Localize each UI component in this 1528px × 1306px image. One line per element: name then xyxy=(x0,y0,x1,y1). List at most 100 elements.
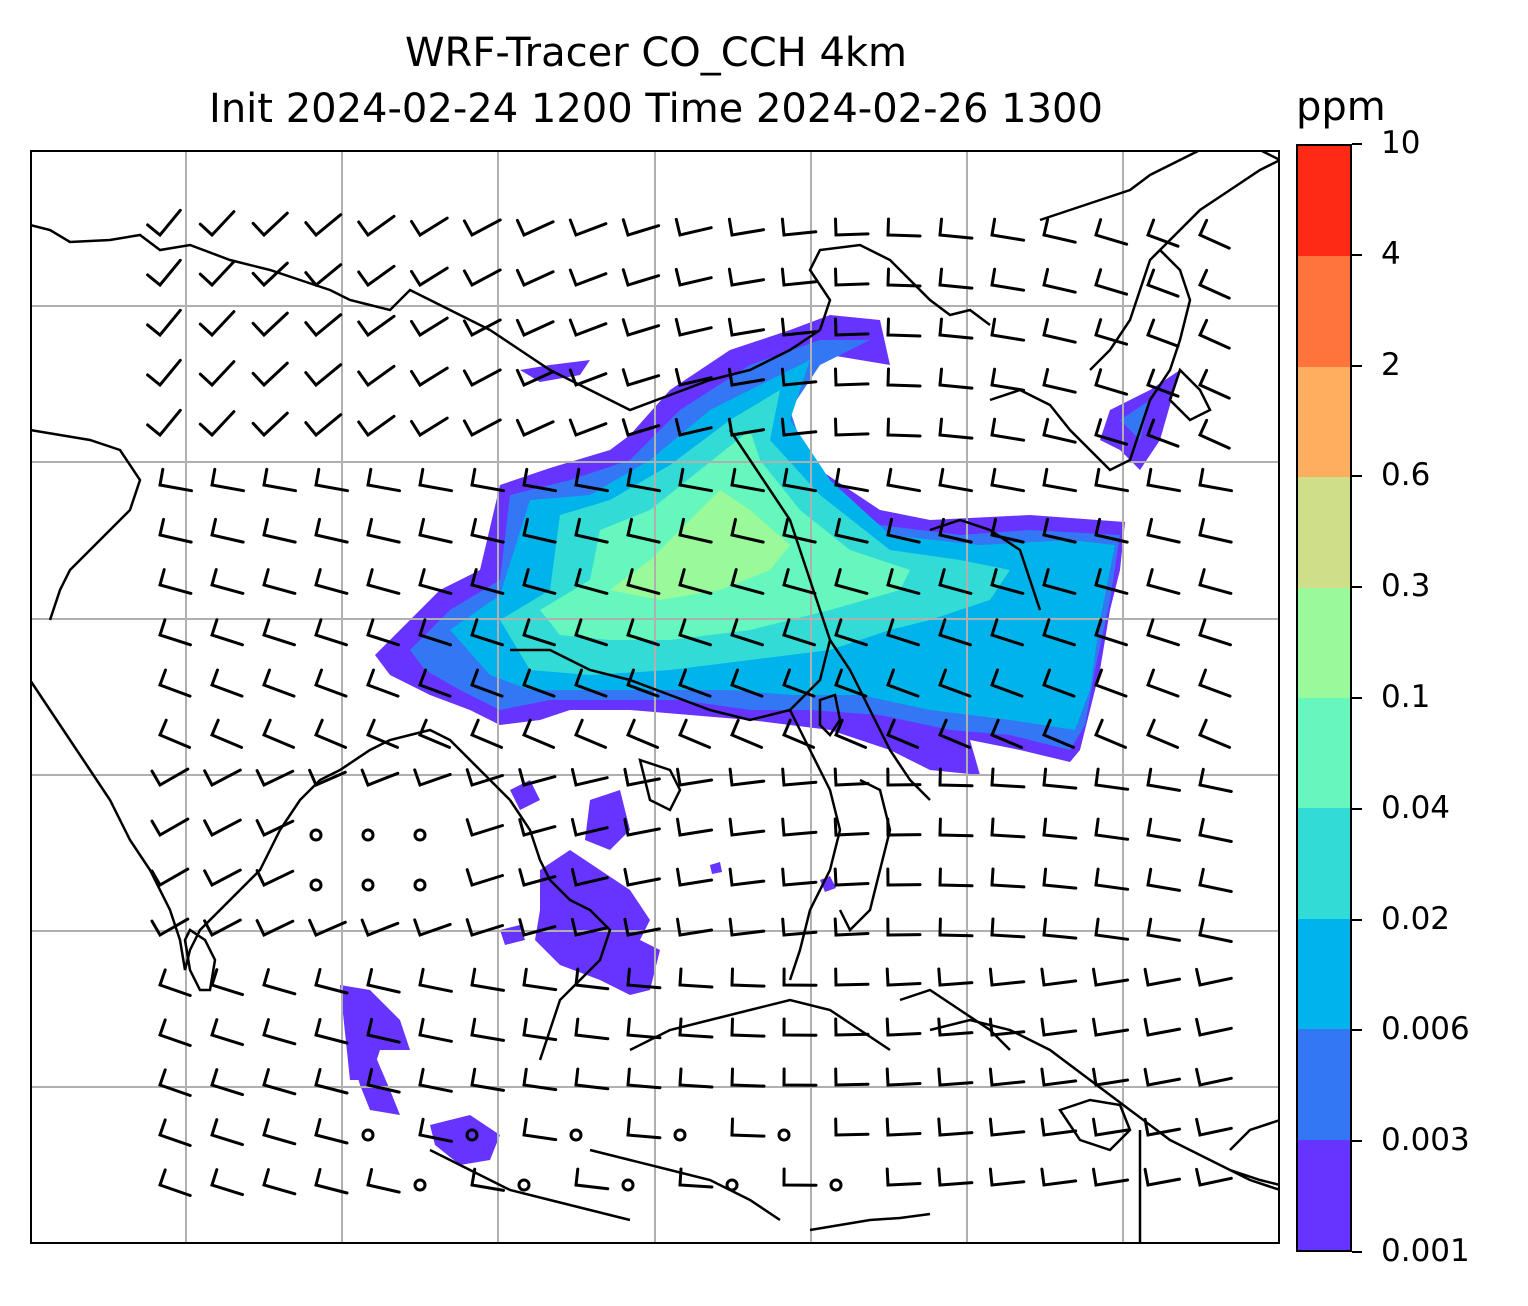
wind-barb xyxy=(990,867,1026,889)
wind-barb xyxy=(146,208,182,238)
wind-barb xyxy=(574,718,607,749)
colorbar-tick-mark xyxy=(1352,253,1362,256)
wind-barb xyxy=(1092,967,1130,987)
map-panel xyxy=(30,150,1280,1244)
wind-barb xyxy=(150,817,190,838)
wind-barb xyxy=(674,217,713,237)
wind-barb xyxy=(574,568,609,595)
wind-barb xyxy=(938,767,974,788)
wind-barb xyxy=(1198,817,1233,843)
wind-barb xyxy=(674,417,713,437)
wind-barb xyxy=(990,267,1026,292)
wind-barb xyxy=(938,618,972,647)
wind-barb xyxy=(1146,718,1179,749)
wind-barb xyxy=(1092,1017,1130,1037)
wind-barb xyxy=(262,1018,297,1046)
wind-barb xyxy=(937,967,974,987)
wind-barb xyxy=(886,618,920,647)
wind-barb xyxy=(366,718,399,749)
wind-barb xyxy=(1198,318,1231,350)
wind-barb xyxy=(574,1167,610,1191)
colorbar-tick-label: 0.1 xyxy=(1381,679,1431,715)
wind-barb xyxy=(470,718,503,749)
colorbar-tick-label: 0.3 xyxy=(1381,568,1431,605)
wind-barb xyxy=(158,968,192,997)
calm-wind-marker xyxy=(673,1128,687,1142)
calm-wind-marker xyxy=(569,1128,583,1142)
wind-barb xyxy=(522,967,558,992)
wind-barb xyxy=(1094,618,1128,647)
wind-barb xyxy=(570,917,609,937)
wind-barb xyxy=(886,267,922,288)
wind-barb xyxy=(146,358,182,388)
wind-barb xyxy=(462,218,502,238)
wind-barb xyxy=(834,1117,870,1137)
wind-barb xyxy=(782,1017,818,1037)
wind-barb xyxy=(568,368,608,387)
wind-barb xyxy=(990,718,1023,749)
wind-barb xyxy=(1195,1167,1233,1187)
wind-barb xyxy=(730,1067,766,1088)
wind-barb xyxy=(158,718,191,749)
wind-barb xyxy=(203,868,242,888)
wind-barb xyxy=(730,967,766,988)
wind-barb xyxy=(728,767,766,787)
wind-barb xyxy=(1195,1067,1233,1087)
wind-barb xyxy=(990,767,1026,789)
wind-barb xyxy=(158,618,192,647)
wind-barb xyxy=(366,517,401,544)
wind-barb xyxy=(158,467,193,493)
wind-barb xyxy=(678,668,712,698)
wind-barb xyxy=(262,718,295,749)
wind-barb xyxy=(678,1017,714,1039)
wind-barb xyxy=(730,1117,766,1138)
wind-barb xyxy=(938,317,974,340)
wind-barb xyxy=(1040,1167,1078,1187)
wind-barb xyxy=(1094,418,1129,446)
wind-barb xyxy=(676,867,714,887)
wind-barb xyxy=(676,817,714,837)
wind-barb xyxy=(304,213,343,238)
wind-barb xyxy=(1094,668,1128,698)
wind-barb xyxy=(568,268,608,287)
colorbar xyxy=(1296,144,1352,1252)
calm-wind-marker xyxy=(725,1178,739,1192)
wind-barb xyxy=(834,467,869,493)
colorbar-tick-mark xyxy=(1352,1140,1362,1143)
wind-barb xyxy=(314,618,348,647)
wind-barb xyxy=(621,268,661,287)
wind-barb xyxy=(251,261,289,288)
wind-barb xyxy=(1143,1117,1181,1137)
wind-barb xyxy=(470,467,505,493)
wind-barb xyxy=(470,517,505,544)
wind-barb xyxy=(990,568,1025,595)
wind-barb xyxy=(623,817,661,837)
wind-barb xyxy=(198,210,236,238)
wind-barb xyxy=(1094,268,1129,296)
wind-barb xyxy=(782,1167,818,1187)
wind-barb xyxy=(262,517,297,544)
colorbar-tick-mark xyxy=(1352,697,1362,699)
wind-barb xyxy=(210,1168,244,1197)
wind-barb xyxy=(470,618,504,647)
wind-barb xyxy=(262,668,296,698)
calm-wind-marker xyxy=(361,1128,375,1142)
wind-barb xyxy=(990,817,1026,839)
wind-barb xyxy=(626,967,662,990)
wind-barb xyxy=(570,867,609,887)
wind-barb xyxy=(210,467,245,493)
wind-barb xyxy=(1143,967,1181,987)
wind-barb xyxy=(366,1167,401,1194)
wind-barb xyxy=(570,767,609,787)
wind-barb xyxy=(465,868,504,887)
wind-barb xyxy=(621,368,661,387)
wind-barb xyxy=(198,360,236,388)
calm-wind-marker xyxy=(621,1178,635,1192)
wind-barb xyxy=(886,517,921,544)
wind-barb xyxy=(210,1118,244,1147)
wind-barb xyxy=(938,668,972,698)
wind-barb xyxy=(515,318,555,337)
wind-barb xyxy=(418,517,453,544)
wind-barb xyxy=(366,1017,401,1044)
wind-barb xyxy=(626,1017,662,1040)
